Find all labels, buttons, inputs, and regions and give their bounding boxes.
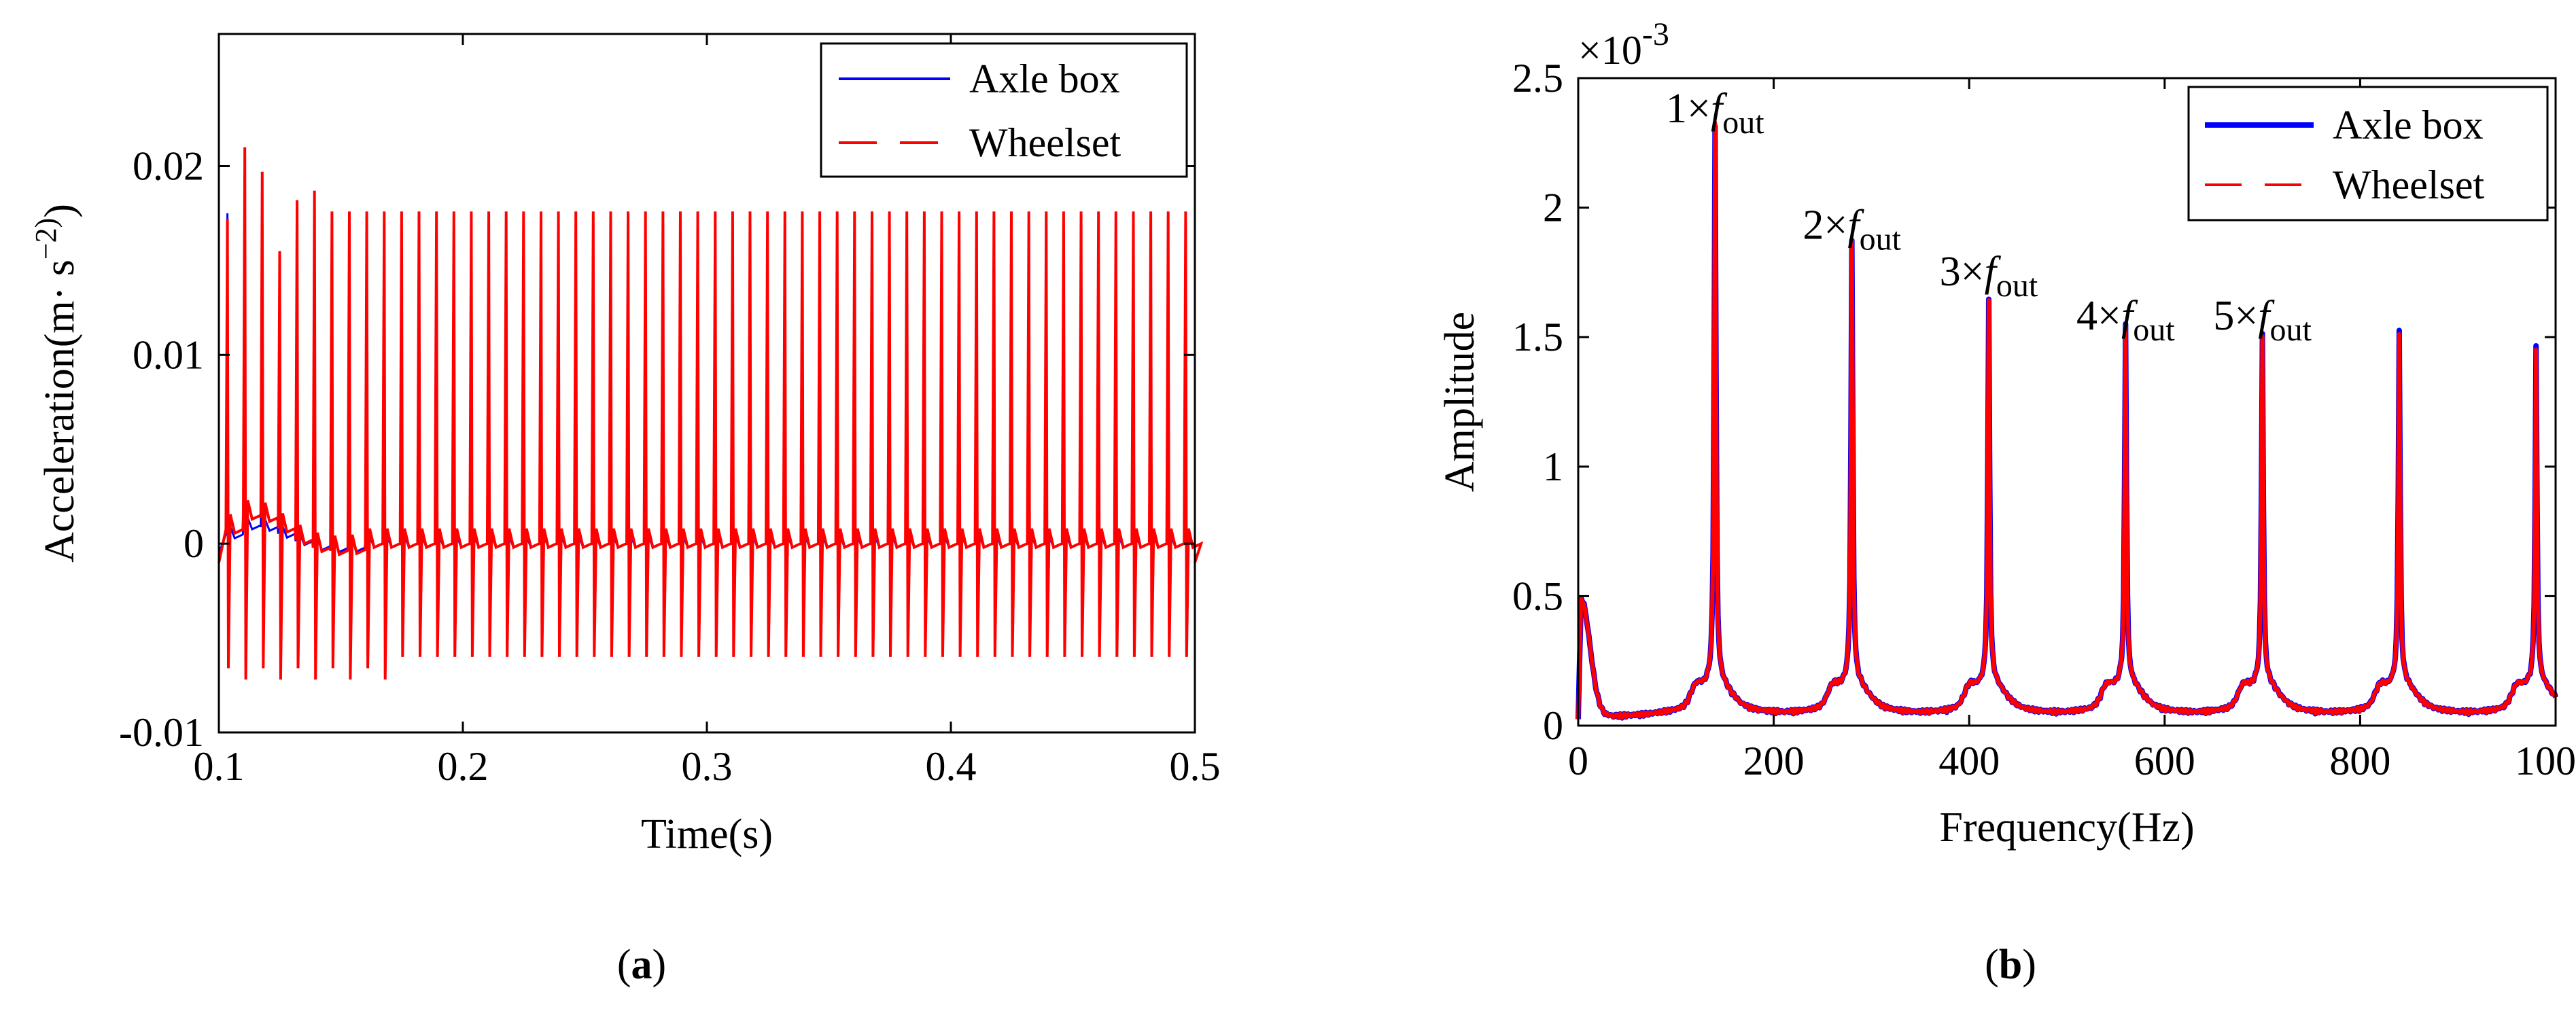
panel-a-x-axis-label: Time(s): [641, 811, 773, 857]
panel-b-x-tick-label: 200: [1743, 739, 1805, 783]
panel-a-legend-box: [820, 42, 1188, 178]
panel-b-y-tick-label: 0: [1543, 703, 1563, 748]
panel-b-y-tick-label: 2: [1543, 185, 1563, 230]
panel-b-legend: Axle box Wheelset: [2187, 86, 2549, 221]
panel-b-scale-text: ×10-3: [1578, 16, 1669, 73]
panel-b-legend-label: Wheelset: [2333, 162, 2485, 207]
panel-b-x-axis-label: Frequency(Hz): [1939, 804, 2194, 851]
panel-b-harmonic-annotation: 5×fout: [2213, 293, 2312, 348]
panel-b-y-tick-label: 1: [1543, 444, 1563, 489]
panel-a-y-tick-label: 0: [184, 521, 204, 566]
panel-b-harmonic-annotation: 4×fout: [2076, 293, 2175, 348]
panel-b-y-tick-label: 2.5: [1512, 56, 1563, 101]
panel-b-series-group: [1576, 120, 2558, 721]
caption-a-letter: a: [631, 942, 652, 988]
panel-b-x-tick-label: 800: [2329, 739, 2390, 783]
panel-b-legend-label: Axle box: [2333, 103, 2484, 147]
panel-b-y-tick-label: 0.5: [1512, 573, 1563, 618]
panel-a-y-tick-label: 0.02: [133, 143, 204, 188]
panel-b-harmonic-annotation: 3×fout: [1940, 249, 2038, 304]
panel-a-chart: 0.1 0.2 0.3 0.4 0.5 -0.01 0 0.01 0.02 Time(s) Ac…: [29, 33, 1221, 857]
caption-b-letter: b: [1998, 942, 2023, 988]
panel-b-legend-box: [2187, 86, 2549, 221]
panel-b-x-tick-label: 400: [1938, 739, 2000, 783]
panel-b-scale-factor: ×10-3: [1578, 16, 1669, 73]
panel-a-x-tick-label: 0.4: [926, 744, 977, 789]
caption-b: (b): [1985, 942, 2036, 988]
panel-a-series-group: [217, 147, 1204, 680]
panel-b-series-wheelset: [1576, 120, 2558, 720]
panel-a-legend-label: Wheelset: [969, 120, 1121, 165]
panel-a-x-tick-label: 0.2: [438, 744, 489, 789]
panel-a-legend-label: Axle box: [969, 56, 1120, 101]
panel-b-plot-frame: [1577, 77, 2557, 727]
panel-b-annotations: 1×fout 2×fout 3×fout 4×fout 5×fout: [1666, 86, 2312, 348]
panel-b-y-axis-label: Amplitude: [1437, 312, 1483, 492]
panel-a-series-wheelset: [217, 147, 1204, 680]
panel-b-y-tick-label: 1.5: [1512, 315, 1563, 359]
panel-b-harmonic-annotation: 2×fout: [1803, 202, 1901, 257]
panel-b-harmonic-annotation: 1×fout: [1666, 86, 1764, 141]
panel-b-x-tick-label: 600: [2134, 739, 2195, 783]
panel-a-x-tick-label: 0.3: [682, 744, 733, 789]
panel-a-x-tick-label: 0.1: [194, 744, 245, 789]
panel-a-y-tick-label: 0.01: [133, 332, 204, 377]
panel-a-y-tick-label: -0.01: [119, 710, 204, 755]
panel-a-x-tick-label: 0.5: [1170, 744, 1221, 789]
panel-a-axis-ticks: 0.1 0.2 0.3 0.4 0.5 -0.01 0 0.01 0.02: [119, 34, 1221, 789]
panel-a-legend: Axle box Wheelset: [820, 42, 1188, 178]
panel-b-x-tick-label: 0: [1568, 739, 1588, 783]
caption-a: (a): [616, 942, 667, 988]
panel-a-y-axis-label: Acceleration(m· s−2)): [29, 204, 83, 563]
